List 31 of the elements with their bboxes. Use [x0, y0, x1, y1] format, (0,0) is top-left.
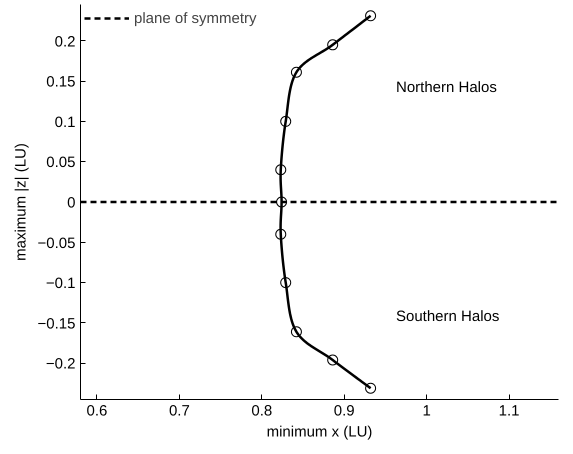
point: [280, 277, 292, 288]
x-tick-label: 0.7: [168, 402, 190, 420]
point: [276, 196, 288, 208]
y-tick-label: −0.1: [46, 275, 76, 292]
point: [327, 39, 338, 50]
point: [365, 382, 376, 394]
point: [327, 354, 338, 366]
point: [290, 66, 302, 78]
y-tick-label: 0.15: [46, 74, 76, 91]
y-tick-label: 0.1: [54, 114, 76, 131]
point: [290, 326, 302, 338]
point: [275, 164, 286, 176]
point: [365, 10, 376, 22]
x-tick-label: 1: [422, 402, 431, 420]
point: [280, 116, 292, 127]
annotation: Southern Halos: [396, 308, 500, 326]
y-tick-label: 0.2: [54, 33, 76, 50]
y-tick-label: −0.2: [46, 356, 76, 373]
x-tick-label: 1.1: [498, 402, 520, 420]
y-tick-label: 0: [67, 194, 76, 212]
x-tick-label: 0.8: [251, 402, 272, 420]
y-axis-title: maximum |z| (LU): [12, 143, 30, 261]
x-axis-title: minimum x (LU): [266, 424, 372, 440]
y-tick-label: −0.15: [38, 315, 76, 332]
annotation: Northern Halos: [396, 78, 497, 96]
legend-label: plane of symmetry: [134, 10, 257, 26]
y-tick-label: −0.05: [38, 234, 76, 252]
point: [275, 228, 286, 240]
x-tick-label: 0.6: [86, 402, 108, 420]
y-tick-label: 0.05: [46, 154, 76, 172]
x-tick-label: 0.9: [334, 402, 355, 420]
